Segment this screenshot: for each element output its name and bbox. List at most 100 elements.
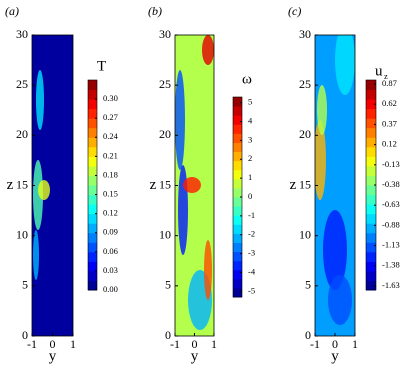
colorbar-tick-label: -0.88 [382, 219, 400, 229]
colorbar-band [88, 261, 97, 272]
colorbar-tick-label: 0.00 [103, 284, 118, 294]
colorbar-tick-label: -1.13 [382, 240, 400, 250]
x-tick-label: 0 [50, 337, 56, 351]
colorbar-band [88, 127, 97, 138]
panel-label: (a) [5, 4, 19, 18]
colorbar-tick-label: 0 [248, 191, 252, 201]
colorbar-band [88, 270, 97, 281]
y-tick-label: 5 [305, 278, 311, 292]
colorbar-tick-label: 0.03 [103, 265, 118, 275]
x-tick-label: 0 [192, 337, 198, 351]
colorbar-tick-label: 2 [248, 153, 252, 163]
colorbar-tick-label: 0.37 [382, 118, 397, 128]
colorbar-band [366, 185, 376, 196]
colorbar-tick-label: 4 [248, 115, 253, 125]
colorbar-band [233, 160, 242, 171]
x-axis-label: y [49, 348, 57, 364]
colorbar-band [88, 156, 97, 167]
field-blob [33, 160, 43, 230]
colorbar-band [88, 99, 97, 110]
colorbar-tick-label: -0.13 [382, 159, 400, 169]
y-tick-label: 5 [165, 278, 171, 292]
colorbar-tick-label: 0.27 [103, 112, 118, 122]
colorbar-band [233, 224, 242, 234]
colorbar-band [233, 206, 242, 216]
colorbar-tick-label: 0.06 [103, 246, 118, 256]
panel-label: (c) [288, 4, 301, 18]
y-tick-label: 15 [299, 177, 311, 191]
colorbar-band [366, 127, 376, 138]
colorbar-band [233, 287, 242, 298]
colorbar-band [366, 146, 376, 157]
colorbar-band [366, 118, 376, 129]
y-tick-label: 10 [159, 227, 171, 241]
colorbar-band [88, 80, 97, 91]
y-axis-label: z [290, 177, 297, 193]
colorbar-tick-label: 5 [248, 97, 252, 107]
y-tick-label: 20 [159, 127, 171, 141]
colorbar-title: ω [242, 71, 252, 87]
colorbar-band [366, 280, 376, 291]
colorbar-band [233, 178, 242, 189]
colorbar-band [366, 270, 376, 281]
colorbar-band [233, 260, 242, 271]
colorbar-tick-label: -2 [248, 229, 255, 239]
colorbar-band [366, 261, 376, 272]
y-tick-label: 30 [299, 27, 311, 41]
colorbar-band [233, 197, 242, 207]
colorbar-tick-label: 0.87 [382, 78, 397, 88]
colorbar-title: u [375, 63, 383, 79]
x-axis-label: y [191, 348, 199, 364]
colorbar-tick-label: 0.62 [382, 98, 397, 108]
colorbar-band [366, 89, 376, 100]
colorbar-tick-label: -0.38 [382, 179, 400, 189]
colorbar-tick-label: 0.18 [103, 169, 118, 179]
colorbar-band [88, 165, 97, 176]
y-tick-label: 25 [159, 77, 171, 91]
colorbar-band [233, 133, 242, 143]
colorbar-tick-label: 0.12 [103, 208, 118, 218]
colorbar-band [88, 194, 97, 205]
y-axis-label: z [7, 177, 14, 193]
colorbar-band [88, 204, 97, 215]
y-tick-label: 0 [305, 328, 311, 342]
panel-label: (b) [148, 4, 162, 18]
colorbar-band [88, 251, 97, 262]
colorbar-band [366, 242, 376, 253]
x-tick-label: 0 [332, 337, 338, 351]
colorbar-band [366, 156, 376, 167]
colorbar-band [366, 175, 376, 186]
colorbar-frame [87, 79, 98, 291]
colorbar-band [366, 232, 376, 243]
colorbar-band [88, 223, 97, 234]
field-blob [204, 240, 212, 300]
colorbar-band [366, 223, 376, 234]
y-tick-label: 5 [22, 278, 28, 292]
colorbar-band [233, 187, 242, 198]
field-blob [183, 177, 201, 193]
y-tick-label: 20 [299, 127, 311, 141]
colorbar-band [88, 213, 97, 224]
field [315, 35, 355, 336]
colorbar-tick-label: 0.30 [103, 93, 118, 103]
colorbar-tick-label: 3 [248, 134, 252, 144]
colorbar-band [233, 124, 242, 134]
x-tick-label: -1 [170, 337, 180, 351]
field [175, 35, 214, 336]
colorbar-band [88, 146, 97, 157]
colorbar-band [233, 97, 242, 107]
y-tick-label: 10 [299, 227, 311, 241]
colorbar-band [366, 108, 376, 119]
x-tick-label: 1 [70, 337, 76, 351]
field-blob [202, 35, 214, 65]
colorbar-tick-label: -0.63 [382, 199, 400, 209]
colorbar-band [233, 115, 242, 125]
colorbar-tick-label: 0.12 [382, 139, 397, 149]
colorbar-band [233, 278, 242, 289]
colorbar-band [233, 215, 242, 225]
y-tick-label: 25 [299, 77, 311, 91]
field-blob [335, 35, 355, 95]
colorbar-tick-label: -4 [248, 266, 256, 276]
colorbar-band [88, 108, 97, 119]
colorbar-tick-label: -1.63 [382, 280, 400, 290]
